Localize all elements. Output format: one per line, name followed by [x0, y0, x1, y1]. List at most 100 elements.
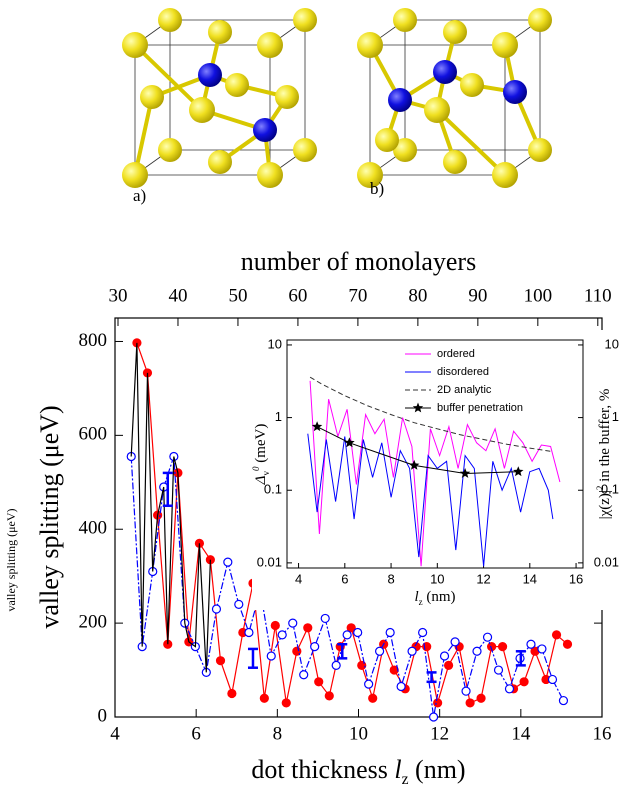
point-marker [386, 629, 394, 637]
x2-tick-label: 90 [468, 285, 487, 306]
x-axis-title-part: (nm) [423, 589, 456, 605]
point-marker [559, 697, 567, 705]
point-marker [300, 671, 308, 679]
series-line [131, 343, 210, 673]
point-marker [343, 631, 351, 639]
point-marker [228, 690, 236, 698]
x-tick-label: 12 [430, 723, 449, 744]
point-marker [271, 621, 279, 629]
point-marker [311, 643, 319, 651]
x2-tick-label: 30 [108, 285, 127, 306]
y-tick-label: 600 [79, 424, 108, 445]
x-axis-title-part: dot thickness [251, 755, 394, 784]
point-marker [434, 699, 442, 707]
x-tick-label: 10 [349, 723, 368, 744]
point-marker [354, 629, 362, 637]
x2-axis-title: number of monolayers [241, 247, 476, 276]
x-axis-title-part: l [394, 755, 401, 784]
point-marker [441, 652, 449, 660]
point-marker [553, 631, 561, 639]
legend-label: 2D analytic [437, 384, 492, 396]
point-marker [315, 678, 323, 686]
point-marker [445, 661, 453, 669]
legend-label: buffer penetration [437, 402, 523, 414]
y-tick-label: 10 [268, 336, 282, 351]
point-marker [419, 629, 427, 637]
x2-tick-label: 80 [408, 285, 427, 306]
x-tick-label: 12 [476, 571, 490, 586]
y-axis-title: Δv0 (meV) [251, 424, 271, 486]
panel-label: b) [370, 179, 384, 198]
point-marker [548, 675, 556, 683]
point-marker [473, 647, 481, 655]
point-marker [260, 694, 268, 702]
point-marker [332, 661, 340, 669]
point-marker [217, 657, 225, 665]
x-tick-label: 8 [273, 723, 283, 744]
y2-axis-title-part: |χ(z)| [597, 490, 613, 519]
point-marker [466, 699, 474, 707]
y-tick-label: 200 [79, 611, 108, 632]
x2-tick-label: 100 [524, 285, 553, 306]
point-marker [369, 694, 377, 702]
x-tick-label: 6 [341, 571, 348, 586]
point-marker [397, 682, 405, 690]
x-tick-label: 8 [387, 571, 394, 586]
y2-axis-title-part: in the buffer, % [597, 389, 613, 486]
y-axis-title-part: v [261, 471, 271, 476]
x-tick-label: 16 [593, 723, 612, 744]
point-marker [495, 666, 503, 674]
point-marker [538, 645, 546, 653]
y-tick-label: 0.01 [257, 554, 282, 569]
x2-tick-label: 70 [348, 285, 367, 306]
x-tick-label: 4 [110, 723, 120, 744]
point-marker [462, 687, 470, 695]
point-marker [282, 699, 290, 707]
point-marker [235, 600, 243, 608]
x-tick-label: 4 [295, 571, 302, 586]
y2-tick-label: 0.01 [594, 554, 619, 569]
x-tick-label: 10 [430, 571, 444, 586]
legend-label: disordered [437, 366, 489, 378]
point-marker [376, 647, 384, 655]
figure: a) b) 4681012141630405060708090100110020… [0, 0, 637, 794]
y-tick-label: 400 [79, 518, 108, 539]
point-marker [365, 680, 373, 688]
x2-tick-label: 60 [288, 285, 307, 306]
point-marker [430, 713, 438, 721]
point-marker [499, 643, 507, 651]
x-tick-label: 14 [511, 723, 531, 744]
point-marker [304, 624, 312, 632]
y-tick-label: 1 [275, 409, 282, 424]
point-marker [505, 685, 513, 693]
x-tick-label: 6 [191, 723, 201, 744]
point-marker [278, 631, 286, 639]
point-marker [520, 678, 528, 686]
x-axis-title-part: (nm) [409, 755, 466, 784]
point-marker [267, 652, 275, 660]
x2-tick-label: 110 [584, 285, 612, 306]
y-axis-title-part: (meV) [253, 424, 269, 467]
point-marker [527, 640, 535, 648]
y-axis-title-small: valley splitting (μeV) [4, 508, 18, 611]
point-marker [321, 614, 329, 622]
x2-tick-label: 40 [168, 285, 187, 306]
point-marker [289, 619, 297, 627]
y-tick-label: 800 [79, 330, 108, 351]
legend-label: ordered [437, 348, 475, 360]
point-marker [451, 638, 459, 646]
point-marker [224, 558, 232, 566]
point-marker [325, 692, 333, 700]
point-marker [477, 694, 485, 702]
y2-tick-label: 10 [605, 336, 619, 351]
y-axis-title: valley splitting (μeV) [35, 405, 64, 628]
y-axis-title-part: Δ [253, 475, 269, 485]
y-tick-label: 0 [98, 705, 108, 726]
point-marker [408, 647, 416, 655]
x-tick-label: 16 [569, 571, 583, 586]
panel-label: a) [133, 186, 146, 205]
x-axis-title: dot thickness lz (nm) [251, 755, 465, 788]
crystal-b [357, 8, 552, 188]
x2-tick-label: 50 [228, 285, 247, 306]
y2-axis-title: |χ(z)|2 in the buffer, % [595, 389, 613, 520]
